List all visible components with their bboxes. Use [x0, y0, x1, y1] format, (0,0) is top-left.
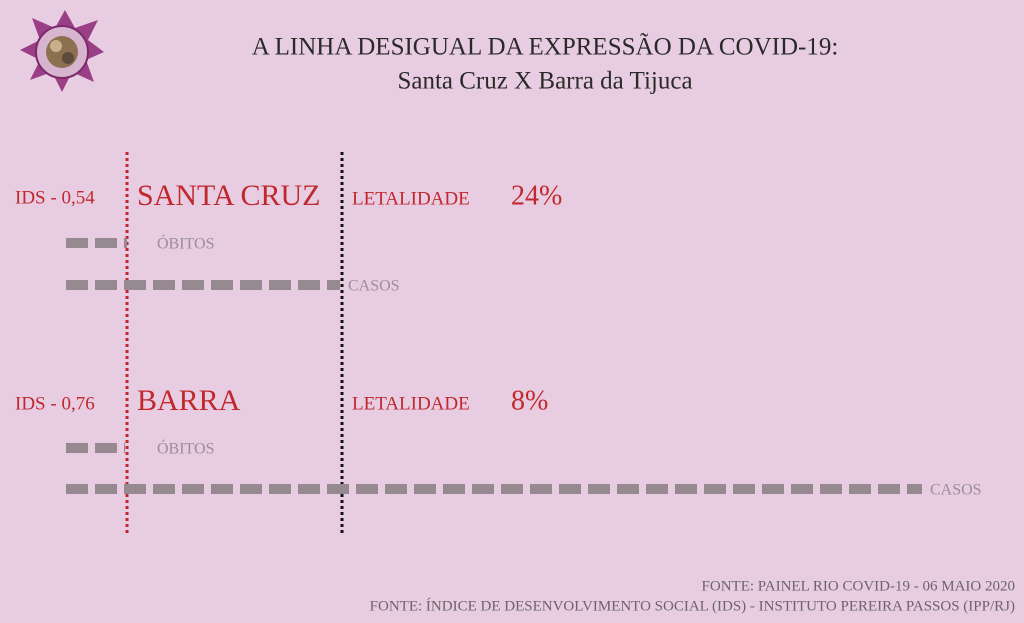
lethality-label: LETALIDADE: [352, 188, 470, 209]
logo: [20, 10, 104, 92]
lethality-value: 8%: [511, 385, 548, 416]
cases-label: CASOS: [930, 482, 982, 499]
ids-label: IDS - 0,76: [15, 393, 95, 414]
deaths-label: ÓBITOS: [157, 234, 215, 253]
source: FONTE: PAINEL RIO COVID-19 - 06 MAIO 202…: [702, 578, 1015, 594]
region-name: SANTA CRUZ: [137, 179, 320, 212]
title: A LINHA DESIGUAL DA EXPRESSÃO DA COVID-1…: [252, 33, 839, 61]
cases-label: CASOS: [348, 278, 400, 295]
lethality-value: 24%: [511, 180, 562, 211]
source: FONTE: ÍNDICE DE DESENVOLVIMENTO SOCIAL …: [370, 597, 1015, 614]
lethality-label: LETALIDADE: [352, 393, 470, 414]
region-name: BARRA: [137, 384, 241, 417]
deaths-label: ÓBITOS: [157, 439, 215, 458]
ids-label: IDS - 0,54: [15, 187, 95, 208]
subtitle: Santa Cruz X Barra da Tijuca: [397, 68, 692, 95]
